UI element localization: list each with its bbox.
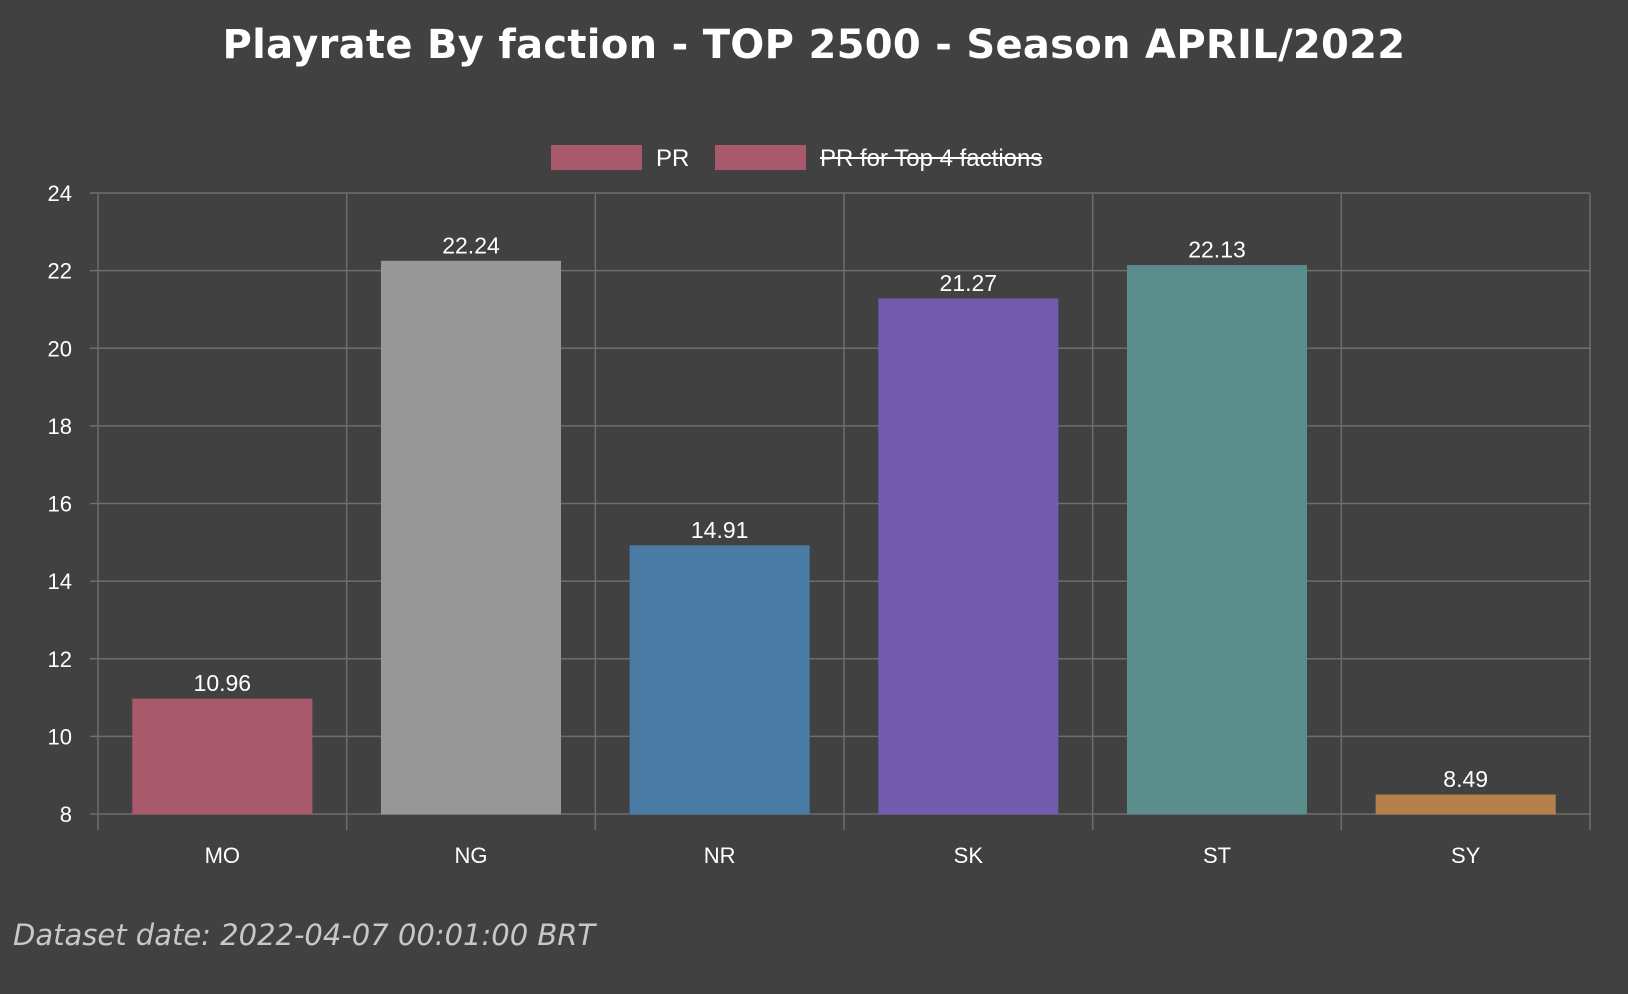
bar-value-label: 21.27 [940, 270, 998, 296]
y-tick-label: 22 [48, 259, 72, 284]
x-tick-label: SY [1451, 843, 1481, 868]
y-tick-label: 8 [60, 802, 72, 827]
legend-swatch-pr [551, 145, 642, 170]
bar-st [1126, 265, 1308, 815]
bar-value-label: 22.24 [442, 232, 500, 258]
x-tick-label: ST [1203, 843, 1231, 868]
x-tick-label: NG [455, 843, 488, 868]
y-tick-label: 12 [48, 647, 72, 672]
bar-sk [878, 298, 1059, 815]
y-tick-label: 16 [48, 492, 72, 517]
legend-swatch-top4 [715, 145, 806, 170]
x-tick-label: MO [205, 843, 240, 868]
y-tick-label: 18 [48, 414, 72, 439]
bar-value-label: 14.91 [691, 517, 749, 543]
bar-ng [380, 260, 562, 815]
x-tick-label: NR [704, 843, 736, 868]
legend-label-pr: PR [656, 145, 689, 172]
chart-title: Playrate By faction - TOP 2500 - Season … [222, 22, 1406, 68]
bar-value-label: 10.96 [194, 670, 252, 696]
bar-nr [629, 545, 810, 815]
bar-mo [132, 698, 313, 815]
y-tick-label: 20 [48, 336, 72, 361]
bar-value-label: 8.49 [1443, 766, 1488, 792]
x-tick-label: SK [954, 843, 984, 868]
y-tick-label: 10 [48, 724, 72, 749]
bar-sy [1375, 794, 1556, 815]
bar-value-label: 22.13 [1188, 237, 1246, 263]
y-tick-label: 24 [48, 181, 72, 206]
dataset-date-note: Dataset date: 2022-04-07 00:01:00 BRT [13, 918, 596, 952]
y-tick-label: 14 [48, 569, 72, 594]
